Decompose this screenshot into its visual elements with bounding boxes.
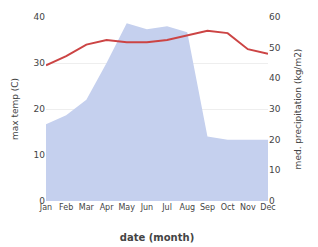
svg-text:Dec: Dec (260, 203, 275, 212)
svg-text:30: 30 (269, 104, 281, 114)
svg-text:0: 0 (39, 196, 45, 206)
svg-text:date (month): date (month) (120, 232, 194, 243)
svg-text:Sep: Sep (200, 203, 215, 212)
svg-text:max temp (C): max temp (C) (10, 78, 20, 140)
svg-text:Nov: Nov (240, 203, 256, 212)
svg-text:Mar: Mar (79, 203, 95, 212)
svg-text:Aug: Aug (179, 203, 195, 212)
svg-text:40: 40 (269, 73, 281, 83)
svg-text:50: 50 (269, 43, 281, 53)
svg-text:Jun: Jun (140, 203, 154, 212)
svg-text:10: 10 (269, 165, 281, 175)
svg-text:Jan: Jan (39, 203, 52, 212)
svg-text:Jul: Jul (161, 203, 172, 212)
svg-text:0: 0 (269, 196, 275, 206)
svg-text:60: 60 (269, 12, 281, 22)
svg-text:Feb: Feb (59, 203, 73, 212)
svg-text:May: May (118, 203, 135, 212)
svg-text:20: 20 (34, 104, 46, 114)
svg-text:10: 10 (34, 150, 46, 160)
svg-text:med. precipitation (kg/m2): med. precipitation (kg/m2) (293, 49, 303, 170)
svg-text:Oct: Oct (221, 203, 235, 212)
svg-text:40: 40 (34, 12, 46, 22)
svg-text:20: 20 (269, 135, 281, 145)
svg-text:30: 30 (34, 58, 46, 68)
svg-text:Apr: Apr (100, 203, 115, 212)
